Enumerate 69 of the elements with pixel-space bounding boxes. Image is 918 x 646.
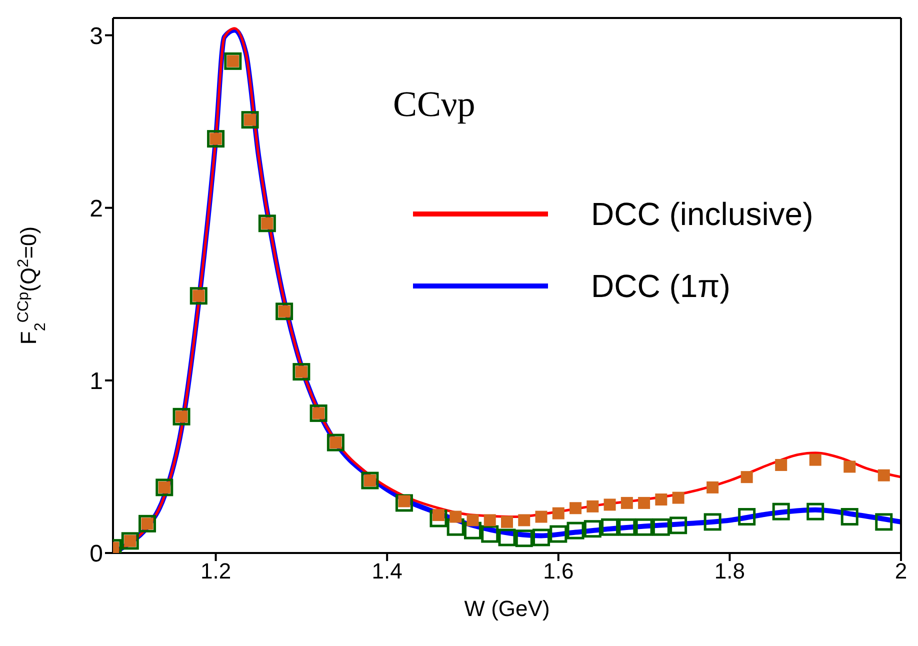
point — [535, 510, 548, 523]
point — [620, 496, 633, 509]
legend-label: DCC (inclusive) — [591, 196, 814, 232]
point — [635, 518, 653, 536]
legend-label: DCC (1π) — [591, 268, 730, 304]
point — [138, 514, 156, 532]
point — [878, 469, 890, 482]
point — [515, 530, 533, 548]
point — [844, 460, 856, 473]
point — [875, 513, 893, 531]
x-tick-label: 1.4 — [372, 558, 402, 584]
point — [481, 525, 499, 543]
point — [207, 130, 225, 148]
point — [430, 510, 448, 528]
point — [446, 518, 464, 536]
point — [618, 518, 636, 536]
point — [190, 287, 208, 305]
point — [670, 516, 688, 534]
point — [292, 363, 310, 381]
y-tick-label: 0 — [90, 540, 103, 568]
point — [652, 518, 670, 536]
x-tick-label: 2 — [894, 558, 908, 584]
point — [638, 496, 650, 509]
point — [552, 507, 564, 520]
point — [484, 514, 496, 526]
point — [501, 516, 513, 528]
point — [809, 454, 822, 466]
point — [806, 502, 824, 520]
point — [601, 518, 619, 536]
point — [604, 498, 616, 511]
point — [450, 510, 462, 523]
point — [326, 434, 344, 452]
point — [156, 478, 174, 496]
point — [258, 214, 276, 232]
point — [464, 522, 482, 540]
point — [172, 408, 190, 426]
x-axis-title: W (GeV) — [464, 596, 550, 621]
point — [361, 472, 379, 490]
point — [498, 528, 516, 546]
annotation: CCνp — [393, 83, 476, 125]
point — [655, 494, 668, 506]
point — [241, 111, 259, 129]
point — [704, 513, 722, 531]
point — [532, 528, 550, 546]
point — [772, 502, 790, 520]
point — [840, 508, 858, 526]
point — [310, 404, 328, 422]
x-tick-label: 1.8 — [714, 558, 745, 584]
point — [224, 52, 242, 70]
point — [584, 520, 602, 538]
point — [586, 500, 599, 512]
y-tick-label: 2 — [90, 195, 103, 222]
point — [121, 532, 139, 550]
point — [276, 302, 294, 320]
point — [672, 492, 684, 504]
point — [775, 458, 788, 471]
point — [738, 508, 756, 526]
y-tick-label: 3 — [90, 22, 103, 50]
x-tick-label: 1.6 — [543, 558, 574, 584]
point — [570, 502, 582, 514]
point — [395, 494, 413, 512]
x-tick-label: 1.2 — [200, 558, 232, 584]
point — [706, 481, 719, 494]
point — [566, 522, 584, 540]
y-tick-label: 1 — [90, 368, 103, 395]
point — [550, 525, 568, 543]
point — [466, 514, 479, 526]
point — [518, 514, 530, 526]
point — [740, 471, 753, 484]
